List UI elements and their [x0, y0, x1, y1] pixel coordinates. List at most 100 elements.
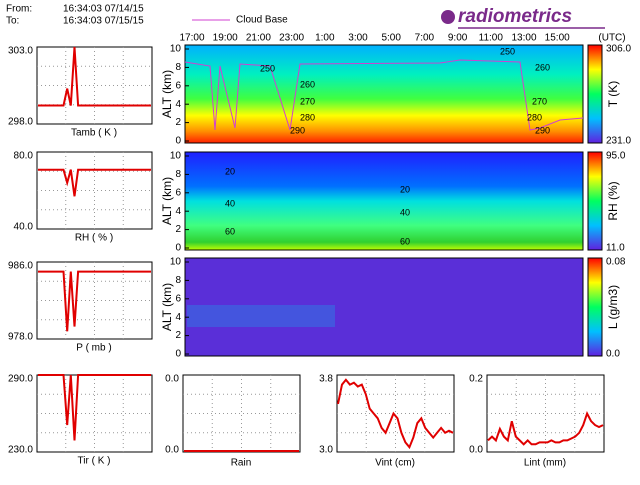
panel-label: Lint (mm)	[524, 458, 566, 469]
colorbar-label: RH (%)	[606, 181, 620, 220]
colorbar-label: T (K)	[606, 81, 620, 107]
contour-label: 60	[400, 236, 410, 246]
contour-label: 280	[300, 112, 315, 122]
colorbar-min: 11.0	[606, 243, 625, 254]
panel-min: 3.0	[319, 445, 333, 456]
trace	[38, 46, 151, 107]
legend-label: Cloud Base	[236, 15, 288, 26]
panel-max: 3.8	[319, 374, 333, 385]
panel-max: 0.0	[165, 374, 179, 385]
trace	[38, 168, 151, 197]
cloud-base	[184, 59, 584, 131]
contour-label: 40	[400, 207, 410, 217]
colorbar-max: 306.0	[606, 44, 631, 55]
time-label: 5:00	[381, 33, 401, 44]
contour-label: 270	[300, 96, 315, 106]
panel-max: 290.0	[8, 374, 33, 385]
contour-label: 260	[535, 62, 550, 72]
panel-max: 303.0	[8, 46, 33, 57]
trace	[38, 270, 151, 332]
contour-label: 270	[532, 96, 547, 106]
time-label: 1:00	[315, 33, 335, 44]
contour-label: 280	[527, 112, 542, 122]
alt-tick: 6	[175, 293, 181, 304]
panel-frame	[36, 374, 153, 453]
to-time: 16:34:03 07/15/15	[63, 16, 144, 27]
panel-max: 80.0	[14, 151, 34, 162]
panel-frame	[36, 261, 153, 340]
panel-frame	[36, 151, 153, 230]
alt-label: ALT (km)	[160, 70, 174, 118]
time-label: 15:00	[545, 33, 570, 44]
contour-label: 250	[260, 63, 275, 73]
alt-label: ALT (km)	[160, 177, 174, 225]
panel-label: Tir ( K )	[78, 456, 111, 467]
alt-tick: 8	[175, 275, 181, 286]
panel-min: 0.0	[469, 445, 483, 456]
contour-label: 20	[400, 184, 410, 194]
colorbar-max: 0.08	[606, 257, 626, 268]
logo: radiometrics	[458, 6, 572, 27]
time-label: 19:00	[213, 33, 238, 44]
panel-frame	[36, 46, 153, 125]
contour-label: 60	[225, 226, 235, 236]
contour-label: 260	[300, 79, 315, 89]
alt-tick: 4	[175, 206, 181, 217]
panel-max: 986.0	[8, 261, 33, 272]
panel-label: RH ( % )	[75, 233, 113, 244]
alt-tick: 10	[170, 44, 182, 55]
alt-tick: 0	[175, 243, 181, 254]
panel-max: 0.2	[469, 374, 483, 385]
panel-min: 230.0	[8, 445, 33, 456]
alt-tick: 0	[175, 349, 181, 360]
time-unit: (UTC)	[598, 33, 625, 44]
panel-min: 0.0	[165, 445, 179, 456]
trace	[487, 410, 604, 446]
panel-label: Rain	[231, 458, 252, 469]
panel-min: 40.0	[14, 222, 34, 233]
alt-tick: 4	[175, 312, 181, 323]
colorbar	[587, 44, 603, 144]
logo-icon	[441, 10, 455, 24]
time-label: 3:00	[348, 33, 368, 44]
time-label: 17:00	[179, 33, 204, 44]
colorbar-max: 95.0	[606, 151, 626, 162]
trace	[337, 378, 454, 450]
contour-label: 290	[535, 125, 550, 135]
alt-tick: 2	[175, 117, 181, 128]
alt-tick: 0	[175, 136, 181, 147]
alt-tick: 2	[175, 330, 181, 341]
liquid-layer	[187, 305, 335, 327]
alt-tick: 10	[170, 257, 182, 268]
contour-label: 20	[225, 166, 235, 176]
panel-label: Vint (cm)	[375, 458, 415, 469]
alt-tick: 4	[175, 99, 181, 110]
contour-label: 40	[225, 198, 235, 208]
profile-heatmap	[184, 44, 584, 144]
alt-tick: 6	[175, 80, 181, 91]
alt-tick: 10	[170, 151, 182, 162]
to-label: To:	[6, 16, 19, 27]
panel-frame	[336, 374, 455, 453]
alt-label: ALT (km)	[160, 283, 174, 331]
panel-label: P ( mb )	[76, 343, 111, 354]
time-label: 23:00	[279, 33, 304, 44]
panel-min: 298.0	[8, 117, 33, 128]
contour-label: 250	[500, 46, 515, 56]
alt-tick: 2	[175, 224, 181, 235]
colorbar-min: 0.0	[606, 349, 620, 360]
profile-heatmap	[184, 151, 584, 251]
alt-tick: 8	[175, 169, 181, 180]
from-time: 16:34:03 07/14/15	[63, 4, 144, 15]
contour-label: 290	[290, 125, 305, 135]
colorbar	[587, 257, 603, 357]
time-label: 7:00	[415, 33, 435, 44]
panel-frame	[182, 374, 301, 453]
trace	[38, 374, 151, 441]
panel-min: 978.0	[8, 332, 33, 343]
time-label: 11:00	[479, 33, 504, 44]
time-label: 21:00	[246, 33, 271, 44]
colorbar	[587, 151, 603, 251]
colorbar-label: L (g/m3)	[606, 285, 620, 329]
alt-tick: 6	[175, 187, 181, 198]
